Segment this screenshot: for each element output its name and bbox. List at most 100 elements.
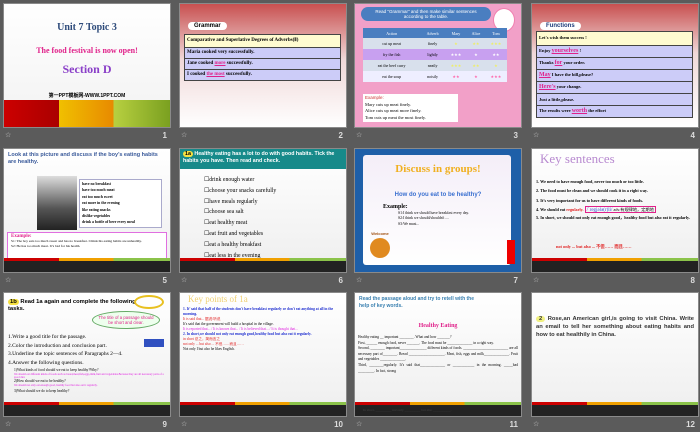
site-label: 第一PPT模板网-WWW.1PPT.COM (48, 93, 126, 99)
slide-thumbnail-8[interactable]: Key sentences 1. We need to have enough … (531, 148, 699, 273)
slide-meta-6: ☆ 6 (179, 276, 347, 288)
slide-number: 11 (509, 420, 518, 429)
slide-thumbnail-12[interactable]: 2 Rose,an American girl,is going to visi… (531, 292, 699, 417)
table-row: I cooked the most successfully. (185, 69, 340, 80)
slide-thumbnail-10[interactable]: Key points of 1a 1. It’ said that half o… (179, 292, 347, 417)
instruction-cloud: Read "Grammar" and then make similar sen… (361, 7, 491, 21)
red-tab (507, 240, 515, 264)
animation-star-icon: ☆ (181, 277, 188, 284)
slide-meta-8: ☆ 8 (531, 276, 699, 288)
animation-star-icon: ☆ (356, 132, 363, 139)
slide-footer (532, 258, 698, 272)
passage-title: Healthy Eating (418, 323, 458, 329)
slide-subtitle: The food festival is now open! (36, 46, 138, 55)
slide-footer: In short, _________ not only _________ b… (355, 402, 521, 416)
slide-thumbnail-6[interactable]: 1a Healthy eating has a lot to do with g… (179, 148, 347, 273)
slide-number: 2 (338, 131, 343, 140)
animation-star-icon: ☆ (533, 132, 540, 139)
slide-footer (180, 402, 346, 416)
slide-meta-9: ☆ 9 (3, 420, 171, 432)
slide-number: 10 (334, 420, 343, 429)
example-box: Example: Mary cuts up meat finely. Alice … (363, 94, 458, 122)
animation-star-icon: ☆ (181, 132, 188, 139)
slide-footer (4, 402, 170, 416)
example-box: Example: S1: The boy eats too much sweet… (7, 232, 167, 262)
key-points: 1. It’ said that half of the students do… (183, 307, 334, 351)
slide-title: Look at this picture and discuss if the … (8, 152, 158, 165)
slide-meta-2: ☆ 2 (179, 131, 347, 143)
cloze-passage: Healthy eating __ important ________. Wh… (358, 335, 518, 373)
slide-number: 6 (338, 276, 343, 285)
animation-star-icon: ☆ (356, 421, 363, 428)
checklist-item[interactable]: ☐have meals regularly (204, 198, 258, 205)
slide-meta-5: ☆ 5 (3, 276, 171, 288)
slide-number: 8 (690, 276, 695, 285)
boy-photo (37, 176, 77, 230)
welcome-monkey-icon: Welcome (366, 231, 394, 265)
callout-bubble: The title of a passage should be short a… (92, 311, 160, 329)
writing-task: 2 Rose,an American girl,is going to visi… (536, 316, 694, 339)
task-badge: 1b (8, 299, 19, 305)
checklist-item[interactable]: ☐eat healthy meat (204, 220, 248, 227)
slide-meta-7: ☆ 7 (354, 276, 522, 288)
key-sentences: 1. We need to have enough food, never to… (536, 179, 690, 221)
slide-meta-12: ☆ 12 (531, 420, 699, 432)
slide-number: 12 (686, 420, 695, 429)
slide-thumbnail-1[interactable]: Unit 7 Topic 3 The food festival is now … (3, 3, 171, 128)
slide-meta-11: ☆ 11 (354, 420, 522, 432)
checklist-item[interactable]: ☐drink enough water (204, 177, 255, 183)
color-band (4, 100, 170, 127)
slide-title: Unit 7 Topic 3 (57, 22, 117, 33)
slide-title: Key points of 1a (188, 294, 248, 304)
question: How do you eat to be healthy? (394, 192, 482, 198)
section-label: Section D (62, 62, 112, 76)
slide-title: Key sentences (540, 151, 615, 166)
slide-footer (4, 258, 170, 272)
slide-meta-3: ☆ 3 (354, 131, 522, 143)
slide-footer (532, 402, 698, 416)
next-arrow-icon[interactable] (144, 339, 164, 347)
animation-star-icon: ☆ (5, 277, 12, 284)
slide-thumbnail-4[interactable]: Functions Let's wish them success ! Enjo… (531, 3, 699, 128)
slide-thumbnail-7[interactable]: Discuss in groups! How do you eat to be … (354, 148, 522, 273)
checklist-item[interactable]: ☐eat a healthy breakfast (204, 241, 262, 248)
slide-thumbnail-11[interactable]: Read the passage aloud and try to retell… (354, 292, 522, 417)
checklist-item[interactable]: ☐choose your snacks carefully (204, 187, 277, 194)
slide-footer (180, 258, 346, 272)
slide-meta-10: ☆ 10 (179, 420, 347, 432)
slide-number: 7 (513, 276, 518, 285)
slide-title: Read the passage aloud and try to retell… (359, 296, 475, 309)
task-list: 1.Write a good title for the passage. 2.C… (8, 334, 123, 366)
instruction-header: 1a Healthy eating has a lot to do with g… (180, 149, 346, 169)
pattern-note: not only ... but also ... 不但…… 而且…… (556, 244, 632, 249)
slide-number: 5 (162, 276, 167, 285)
functions-badge: Functions (540, 22, 581, 30)
slide-title: Discuss in groups! (395, 163, 481, 175)
slide-number: 3 (513, 131, 518, 140)
key-icon (134, 295, 164, 309)
animation-star-icon: ☆ (533, 421, 540, 428)
slide-thumbnail-3[interactable]: Read "Grammar" and then make similar sen… (354, 3, 522, 128)
slide-thumbnail-5[interactable]: Look at this picture and discuss if the … (3, 148, 171, 273)
habits-list: have no breakfast have too much meat eat t… (79, 179, 162, 228)
slide-number: 1 (162, 131, 167, 140)
table-row: Jane cooked more successfully. (185, 58, 340, 69)
animation-star-icon: ☆ (356, 277, 363, 284)
checklist-item[interactable]: ☐eat less in the evening (204, 252, 261, 259)
animation-star-icon: ☆ (5, 132, 12, 139)
task-badge: 1a (183, 151, 193, 157)
questions: 1)What kinds of food should we eat to ke… (14, 368, 164, 393)
slide-thumbnail-2[interactable]: Grammar Comparative and Superlative Degr… (179, 3, 347, 128)
checklist-item[interactable]: ☐eat fruit and vegetables (204, 230, 264, 237)
slide-meta-4: ☆ 4 (531, 131, 699, 143)
task-badge: 2 (536, 316, 546, 322)
slide-thumbnail-9[interactable]: 1b Read 1a again and complete the follow… (3, 292, 171, 417)
checklist-item[interactable]: ☐choose sea salt (204, 209, 244, 216)
functions-table: Let's wish them success ! Enjoy yourselv… (536, 31, 693, 118)
habit-checklist: ☐drink enough water ☐choose your snacks … (204, 175, 276, 261)
animation-star-icon: ☆ (5, 421, 12, 428)
table-header: Comparative and Superlative Degrees of A… (185, 35, 340, 47)
slide-meta-1: ☆ 1 (3, 131, 171, 143)
animation-star-icon: ☆ (533, 277, 540, 284)
grammar-badge: Grammar (188, 22, 227, 30)
